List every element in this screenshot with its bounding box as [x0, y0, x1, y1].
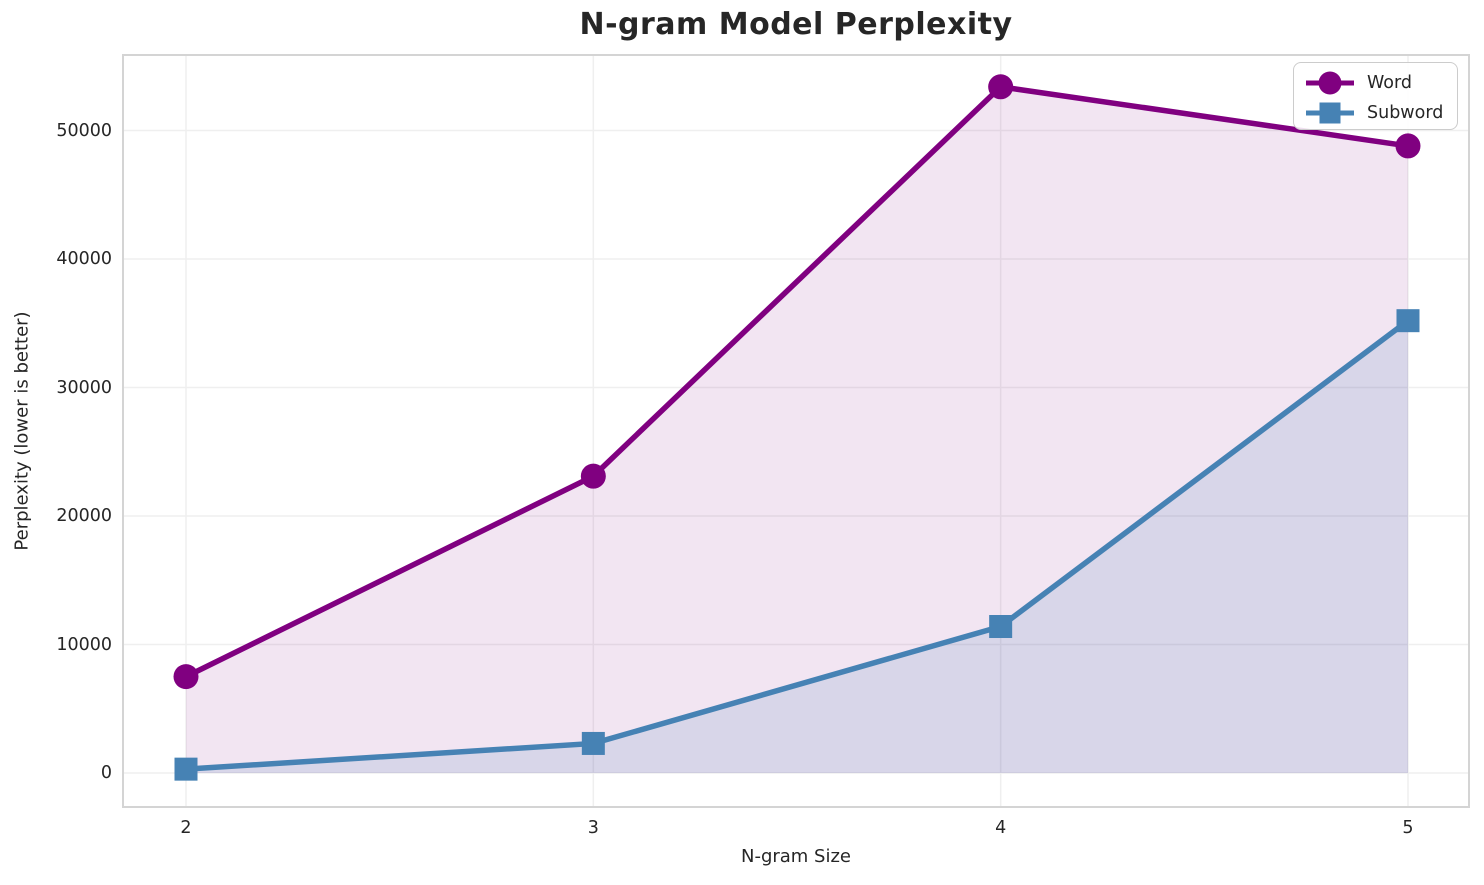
- area-fill-word: [186, 86, 1408, 773]
- y-axis-label: Perplexity (lower is better): [11, 311, 33, 551]
- legend-item-word: Word: [1304, 68, 1457, 98]
- y-tick-label: 50000: [56, 120, 112, 141]
- marker-word: [173, 664, 199, 690]
- marker-subword: [581, 731, 605, 755]
- y-tick-label: 40000: [56, 249, 112, 269]
- line-word: [183, 83, 1411, 680]
- x-axis-label: N-gram Size: [740, 846, 852, 867]
- marker-word: [988, 74, 1014, 100]
- axes-spines: [122, 54, 1470, 808]
- gridlines: [123, 55, 1469, 807]
- y-tick-label: 0: [100, 763, 112, 783]
- legend-item-subword: Subword: [1304, 98, 1457, 128]
- x-tick-label: 2: [180, 818, 192, 838]
- marker-subword: [989, 615, 1013, 639]
- chart-title: N-gram Model Perplexity: [579, 7, 1013, 42]
- legend: Word Subword: [1293, 62, 1458, 130]
- legend-label: Word: [1367, 72, 1412, 93]
- marker-word: [1395, 133, 1421, 159]
- x-tick-label: 4: [995, 818, 1007, 838]
- marker-word: [580, 463, 606, 489]
- y-tick-label: 20000: [56, 506, 112, 526]
- line-subword: [183, 317, 1411, 772]
- y-tick-label: 30000: [56, 377, 112, 398]
- area-fill-subword: [186, 320, 1408, 773]
- marker-subword: [1396, 309, 1420, 333]
- y-tick-label: 10000: [56, 634, 112, 655]
- marker-subword: [174, 757, 198, 781]
- legend-label: Subword: [1367, 103, 1444, 124]
- word-line-marker-icon: [1306, 71, 1354, 95]
- x-tick-label: 5: [1402, 818, 1414, 838]
- subword-line-marker-icon: [1306, 102, 1354, 124]
- x-tick-label: 3: [587, 818, 599, 838]
